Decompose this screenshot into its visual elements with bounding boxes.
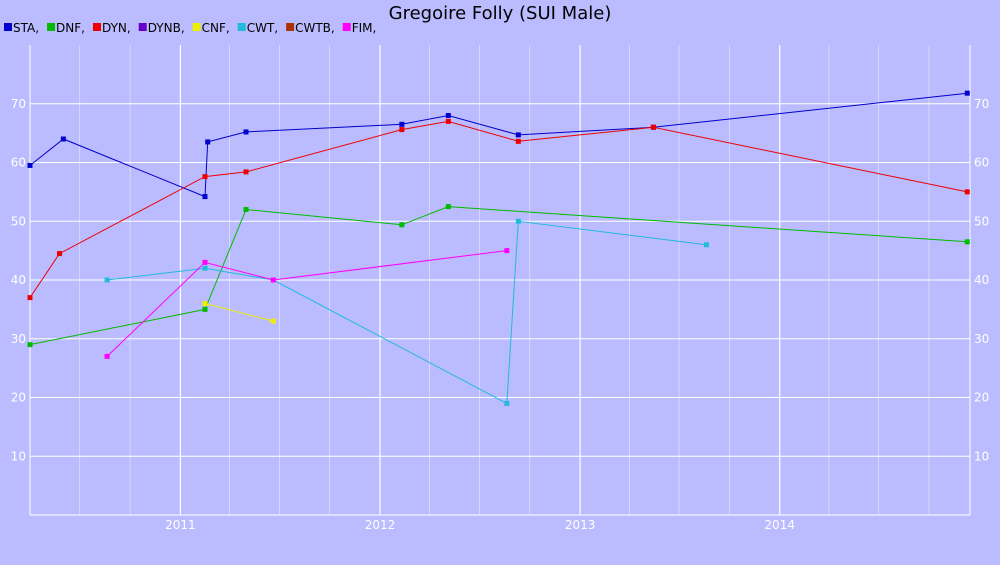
data-point <box>445 204 451 210</box>
legend-label: DNF, <box>56 21 85 35</box>
legend-label: FIM, <box>352 21 377 35</box>
legend-item-fim: FIM, <box>342 21 377 35</box>
data-point <box>964 189 970 195</box>
series-cnf <box>202 301 276 324</box>
data-point <box>60 136 66 142</box>
series-fim <box>104 248 510 359</box>
data-point <box>504 400 510 406</box>
y-tick-label-right: 50 <box>974 214 989 228</box>
y-tick-label-right: 20 <box>974 391 989 405</box>
legend-swatch <box>286 23 295 31</box>
data-point <box>27 162 33 168</box>
y-tick-label-right: 40 <box>974 273 989 287</box>
data-point <box>104 277 110 283</box>
series-line-sta <box>29 92 968 198</box>
legend-item-dynb: DYNB, <box>138 21 185 35</box>
y-tick-label-right: 60 <box>974 156 989 170</box>
data-point <box>399 127 405 133</box>
data-point <box>515 132 521 138</box>
y-tick-label-left: 40 <box>11 273 26 287</box>
legend-item-cnf: CNF, <box>192 21 230 35</box>
legend: STA, DNF, DYN, DYNB, CNF, CWT, CWTB, FIM, <box>4 21 376 35</box>
y-tick-label-left: 30 <box>11 332 26 346</box>
legend-label: STA, <box>13 21 39 35</box>
series-dnf <box>27 204 970 348</box>
y-tick-label-right: 10 <box>974 449 989 463</box>
data-point <box>515 218 521 224</box>
y-tick-label-left: 50 <box>11 214 26 228</box>
legend-swatch <box>92 23 101 31</box>
x-tick-label: 2011 <box>165 518 196 532</box>
legend-label: CWT, <box>247 21 278 35</box>
legend-item-sta: STA, <box>4 21 39 35</box>
series-line-cwt <box>107 220 707 405</box>
data-point <box>964 239 970 245</box>
data-point <box>27 295 33 301</box>
data-point <box>270 277 276 283</box>
data-point <box>399 222 405 228</box>
data-point <box>243 129 249 135</box>
chart-title: Gregoire Folly (SUI Male) <box>389 3 612 24</box>
data-point <box>445 118 451 124</box>
data-point <box>504 248 510 254</box>
data-point <box>243 207 249 212</box>
data-point <box>202 174 208 180</box>
axes: 10 10 20 20 30 30 40 40 50 50 60 60 70 70 2011 2012 2013… <box>11 45 989 532</box>
data-point <box>445 113 451 118</box>
legend-swatch <box>237 23 246 31</box>
series-layer <box>27 90 970 406</box>
legend-label: DYN, <box>102 21 131 35</box>
x-tick-label: 2012 <box>365 518 396 532</box>
y-tick-label-left: 10 <box>11 449 26 463</box>
y-tick-label-right: 30 <box>974 332 989 346</box>
data-point <box>964 90 970 96</box>
series-line-fim <box>106 250 507 357</box>
legend-swatch <box>138 23 147 31</box>
x-tick-label: 2014 <box>764 518 795 532</box>
data-point <box>205 139 211 145</box>
legend-item-cwt: CWT, <box>237 21 278 35</box>
y-tick-label-left: 70 <box>11 97 26 111</box>
y-tick-label-left: 60 <box>11 156 26 170</box>
y-tick-label-right: 70 <box>974 97 989 111</box>
legend-item-dyn: DYN, <box>92 21 131 35</box>
data-point <box>57 251 63 257</box>
x-tick-label: 2013 <box>565 518 596 532</box>
legend-item-dnf: DNF, <box>47 21 85 35</box>
data-point <box>515 138 521 144</box>
series-line-dnf <box>29 206 968 346</box>
data-point <box>650 124 656 130</box>
y-tick-label-left: 20 <box>11 391 26 405</box>
legend-item-cwtb: CWTB, <box>286 21 335 35</box>
data-point <box>202 194 208 200</box>
series-dyn <box>27 118 970 301</box>
data-point <box>104 353 110 359</box>
legend-label: CWTB, <box>295 21 335 35</box>
data-point <box>202 265 208 271</box>
legend-swatch <box>342 23 351 31</box>
legend-label: DYNB, <box>148 21 185 35</box>
legend-swatch <box>47 23 56 31</box>
data-point <box>399 121 405 127</box>
data-point <box>202 259 208 265</box>
legend-swatch <box>4 23 12 31</box>
series-line-cnf <box>204 303 274 322</box>
data-point <box>27 342 33 348</box>
legend-swatch <box>192 23 201 31</box>
data-point <box>202 301 208 306</box>
data-point <box>243 169 249 175</box>
data-point <box>270 318 276 324</box>
data-point <box>703 242 709 248</box>
data-point <box>202 306 208 312</box>
grid <box>30 45 970 515</box>
legend-label: CNF, <box>202 21 230 35</box>
